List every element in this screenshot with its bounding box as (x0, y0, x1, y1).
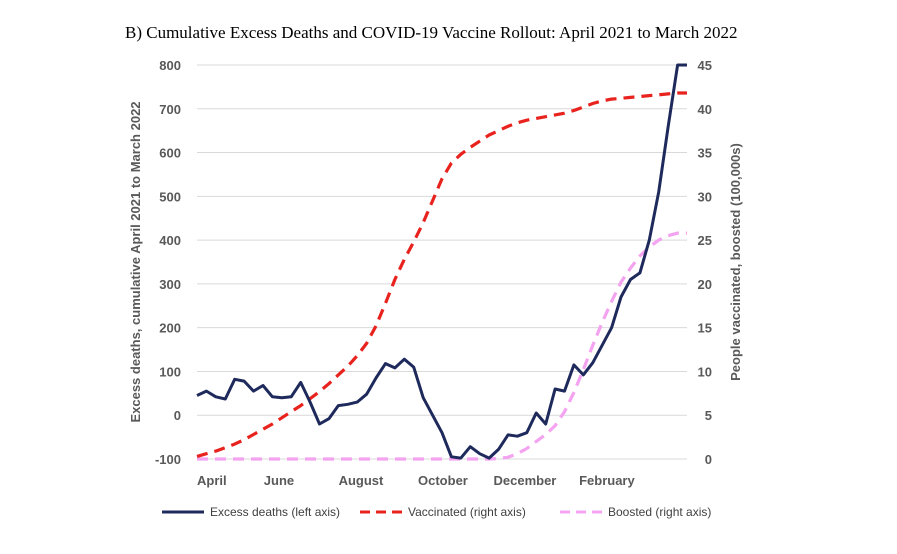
legend-label: Vaccinated (right axis) (408, 505, 526, 519)
right-tick-label: 10 (698, 364, 712, 379)
right-tick-label: 30 (698, 189, 712, 204)
legend-label: Excess deaths (left axis) (210, 505, 340, 519)
right-tick-label: 45 (698, 58, 712, 73)
chart-title: B) Cumulative Excess Deaths and COVID-19… (125, 23, 738, 42)
left-axis-ticks: 800 700 600 500 400 300 200 100 0 -100 (155, 58, 181, 467)
series-line-excess (196, 63, 687, 460)
legend: Excess deaths (left axis) Vaccinated (rig… (162, 505, 711, 519)
legend-label: Boosted (right axis) (608, 505, 711, 519)
x-tick-label: October (418, 473, 468, 488)
left-tick-label: 400 (159, 233, 181, 248)
x-tick-label: December (493, 473, 556, 488)
x-axis-ticks: April June August October December February (197, 473, 635, 488)
right-axis-title: People vaccinated, boosted (100,000s) (728, 143, 743, 381)
left-axis-title: Excess deaths, cumulative April 2021 to … (128, 101, 143, 422)
left-tick-label: 100 (159, 364, 181, 379)
left-tick-label: 500 (159, 189, 181, 204)
left-tick-label: 800 (159, 58, 181, 73)
left-tick-label: 300 (159, 277, 181, 292)
right-tick-label: 25 (698, 233, 712, 248)
left-tick-label: -100 (155, 452, 181, 467)
right-tick-label: 5 (705, 408, 712, 423)
right-tick-label: 0 (705, 452, 712, 467)
series-line-vaccinated (196, 91, 687, 458)
x-tick-label: August (339, 473, 384, 488)
right-tick-label: 20 (698, 277, 712, 292)
x-tick-label: February (579, 473, 635, 488)
gridlines (197, 64, 687, 460)
right-tick-label: 35 (698, 146, 712, 161)
right-axis-ticks: 45 40 35 30 25 20 15 10 5 0 (698, 58, 712, 467)
right-tick-label: 40 (698, 102, 712, 117)
left-tick-label: 200 (159, 321, 181, 336)
series-line-boosted (197, 231, 687, 461)
x-tick-label: April (197, 473, 227, 488)
series-lines (196, 63, 687, 461)
right-tick-label: 15 (698, 321, 712, 336)
left-tick-label: 600 (159, 146, 181, 161)
left-tick-label: 0 (174, 408, 181, 423)
x-tick-label: June (264, 473, 294, 488)
left-tick-label: 700 (159, 102, 181, 117)
